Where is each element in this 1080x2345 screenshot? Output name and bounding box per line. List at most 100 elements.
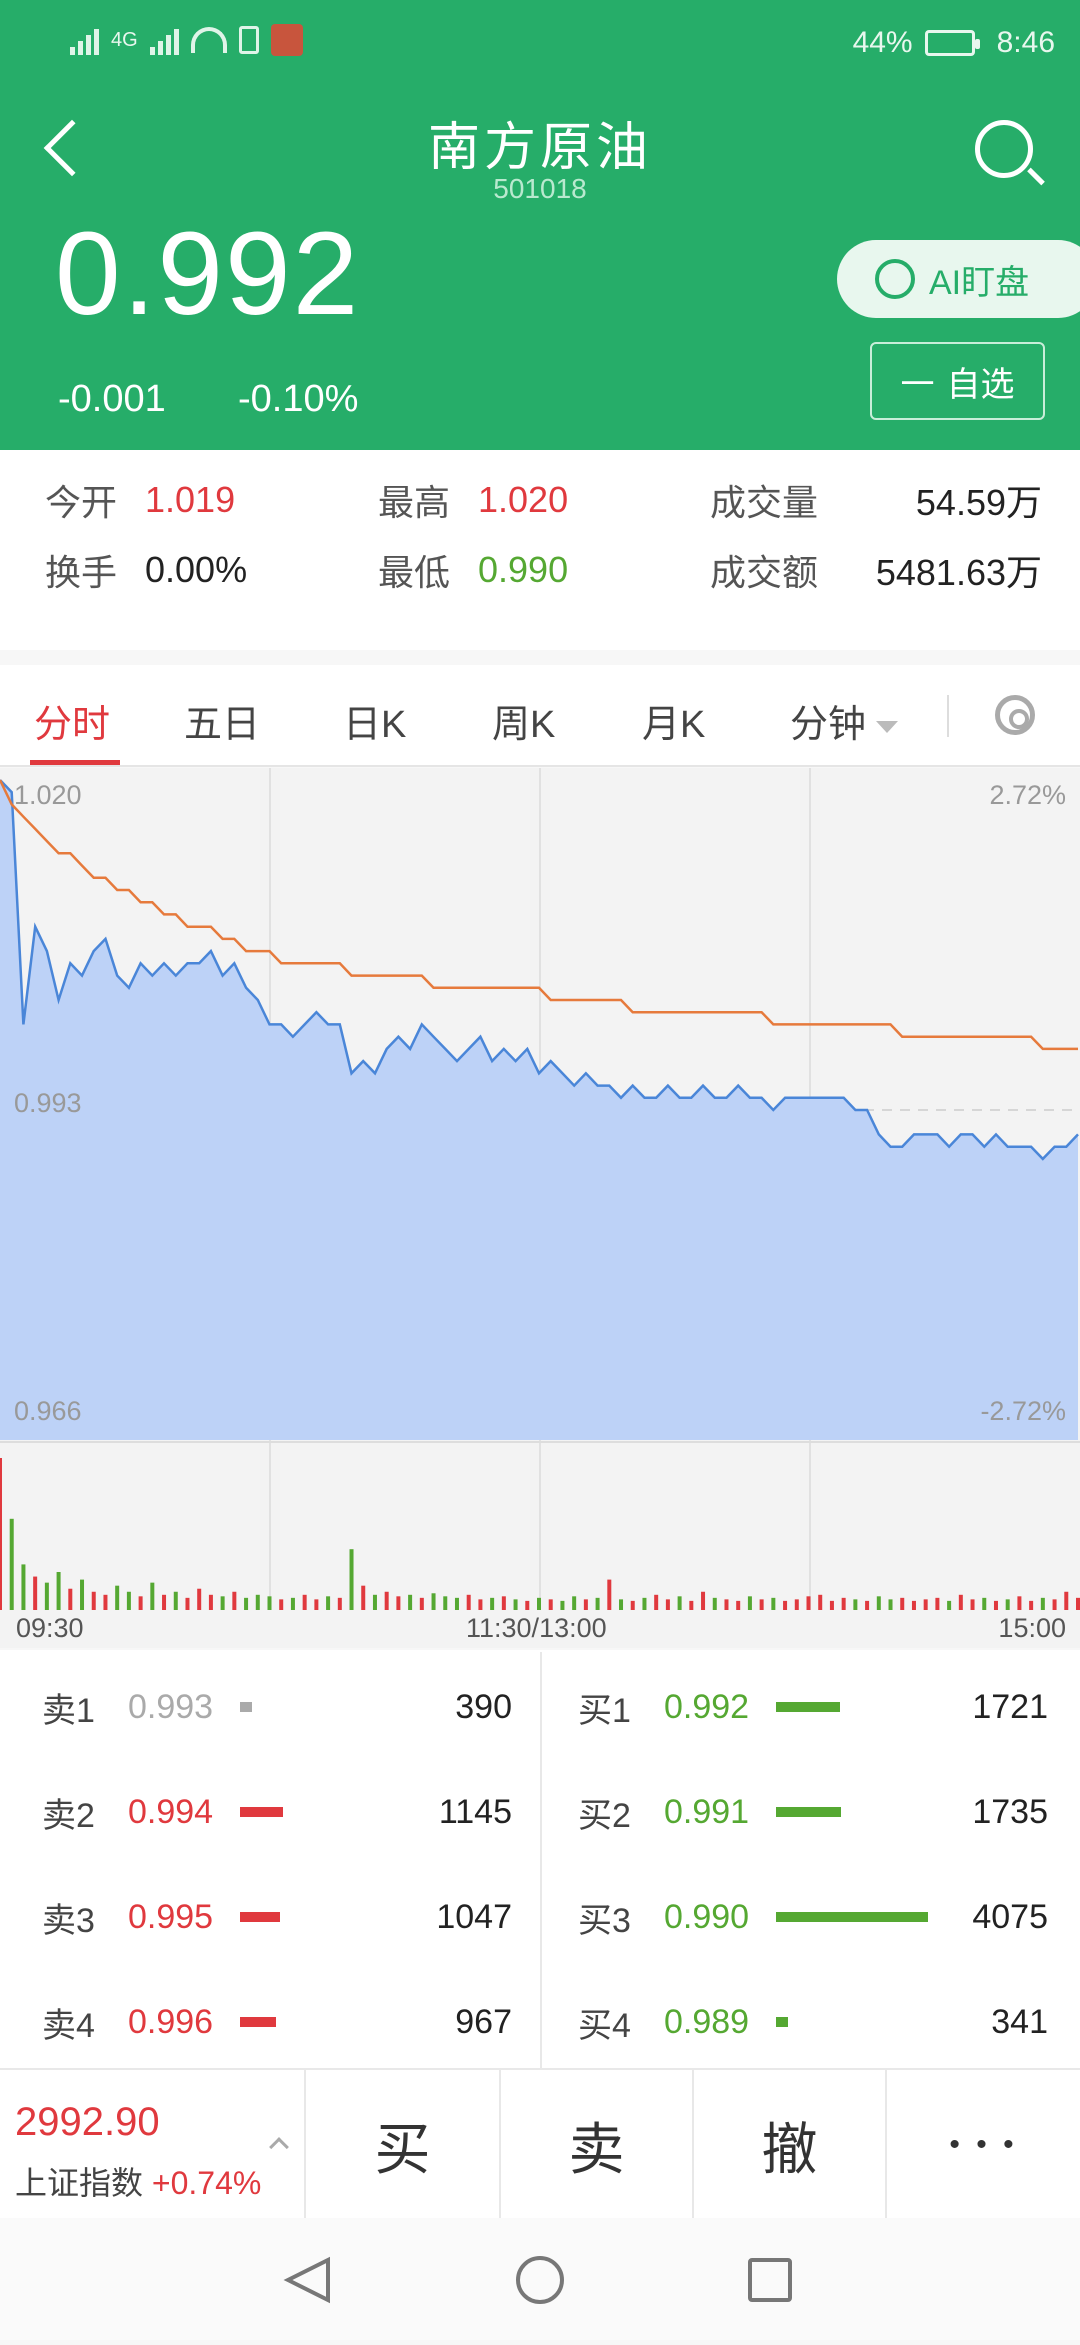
current-price: 0.992 [55,208,361,340]
index-change: +0.74% [151,2165,262,2201]
y-right-bottom: -2.72% [980,1396,1066,1426]
y-label-bottom: 0.966 [14,1396,82,1426]
more-button[interactable]: • • • [949,2128,1018,2161]
intraday-chart[interactable]: 1.020 0.993 0.966 2.72% -2.72% 09:30 11:… [0,768,1080,1648]
buy-quantity: 4075 [972,1897,1048,1936]
volume-bar [630,1600,635,1610]
network-label: 4G [111,28,138,51]
buy-row-1[interactable]: 买1 0.992 1721 [578,1672,1048,1742]
battery-percent: 44% [852,26,913,59]
volume-bar [349,1549,354,1610]
volume-bar [876,1596,881,1610]
volume-bar [560,1600,565,1610]
volume-bar [68,1588,73,1610]
volume-bar [396,1596,401,1610]
sell-row-1[interactable]: 卖1 0.993 390 [42,1672,512,1742]
volume-bar [513,1599,518,1610]
vibrate-icon [238,26,259,54]
volume-bar [724,1599,729,1610]
y-right-top: 2.72% [989,780,1066,810]
volume-bar [829,1600,834,1610]
cancel-order-button[interactable]: 撤 [694,2070,887,2220]
sell-row-2[interactable]: 卖2 0.994 1145 [42,1777,512,1847]
volume-bar [431,1593,436,1610]
tab-minute[interactable]: 分钟 [790,693,899,748]
buy-depth-bar [776,1702,840,1712]
ai-watch-button[interactable]: AI盯盘 [837,240,1080,318]
sell-row-4[interactable]: 卖4 0.996 967 [42,1987,512,2057]
sell-quantity: 967 [455,2002,512,2041]
sell-price: 0.996 [128,2002,214,2041]
volume-bar [712,1597,717,1610]
sell-level-label: 卖4 [42,2006,95,2045]
volume-bar [408,1594,413,1610]
quote-open: 今开 1.019 [45,470,235,530]
chevron-up-icon [269,2137,289,2157]
volume-bar [888,1599,893,1610]
volume-bar [361,1585,366,1610]
nav-home-icon[interactable] [516,2256,564,2304]
tab-weekly-k[interactable]: 周K [492,704,556,746]
signal-icon-2 [149,25,179,55]
tab-monthly-k[interactable]: 月K [642,704,706,746]
price-line [0,779,1079,1161]
stock-name: 南方原油 [427,119,652,177]
chart-canvas [0,768,1080,1610]
search-icon[interactable] [975,120,1033,178]
buy-level-label: 买2 [578,1796,631,1835]
minus-icon: 一 [900,365,935,404]
nav-icons [283,2256,792,2304]
sell-level-label: 卖1 [42,1691,95,1730]
volume-bar [654,1594,659,1610]
volume-bar [841,1597,846,1610]
volume-bar [865,1600,870,1610]
volume-bar [1005,1599,1010,1610]
status-bar: 4G 44% 8:46 [0,0,1080,90]
buy-row-3[interactable]: 买3 0.990 4075 [578,1882,1048,1952]
sell-button[interactable]: 卖 [501,2070,694,2220]
volume-bar [419,1597,424,1610]
buy-row-2[interactable]: 买2 0.991 1735 [578,1777,1048,1847]
sell-row-3[interactable]: 卖3 0.995 1047 [42,1882,512,1952]
x-label-mid: 11:30/13:00 [466,1613,607,1643]
volume-bar [80,1579,85,1610]
volume-bar [701,1591,706,1610]
add-watchlist-button[interactable]: 一 自选 [870,342,1045,420]
volume-bar [642,1597,647,1610]
nav-back-icon[interactable] [283,2256,330,2304]
sell-quantity: 1145 [438,1792,512,1831]
volume-bar [56,1572,61,1610]
volume-bar [947,1600,952,1610]
price-change: -0.001 [58,378,166,420]
volume-bar [337,1597,342,1610]
tab-intraday[interactable]: 分时 [34,704,111,746]
active-tab-indicator [30,760,120,765]
volume-bar [244,1597,249,1610]
volume-bar [958,1594,963,1610]
index-info: 上证指数 +0.74% [15,2158,261,2204]
buy-button[interactable]: 买 [306,2070,501,2220]
index-widget[interactable]: 2992.90 上证指数 +0.74% [0,2070,306,2220]
tab-daily-k[interactable]: 日K [343,704,407,746]
trade-bar: 2992.90 上证指数 +0.74% 买 卖 撤 • • • [0,2068,1080,2220]
sell-price: 0.993 [128,1687,214,1726]
quote-open-value: 1.019 [145,479,236,520]
volume-bar [806,1596,811,1610]
volume-bar [115,1585,120,1610]
volume-bar [689,1600,694,1610]
volume-bar [1064,1591,1069,1610]
volume-bar [923,1599,928,1610]
volume-bar [572,1596,577,1610]
watchlist-label: 自选 [946,365,1015,404]
gear-icon[interactable] [995,695,1035,735]
tab-five-day[interactable]: 五日 [184,704,261,746]
volume-bar [267,1596,272,1610]
price-change-percent: -0.10% [238,378,359,420]
quote-panel: 今开 1.019 最高 1.020 成交量 54.59万 换手 0.00% 最低 0.99… [0,450,1080,650]
index-name: 上证指数 [15,2165,144,2201]
buy-row-4[interactable]: 买4 0.989 341 [578,1987,1048,2057]
buy-quantity: 1721 [972,1687,1048,1726]
nav-recents-icon[interactable] [748,2258,792,2302]
sell-quantity: 1047 [436,1897,512,1936]
index-value: 2992.90 [15,2100,160,2144]
